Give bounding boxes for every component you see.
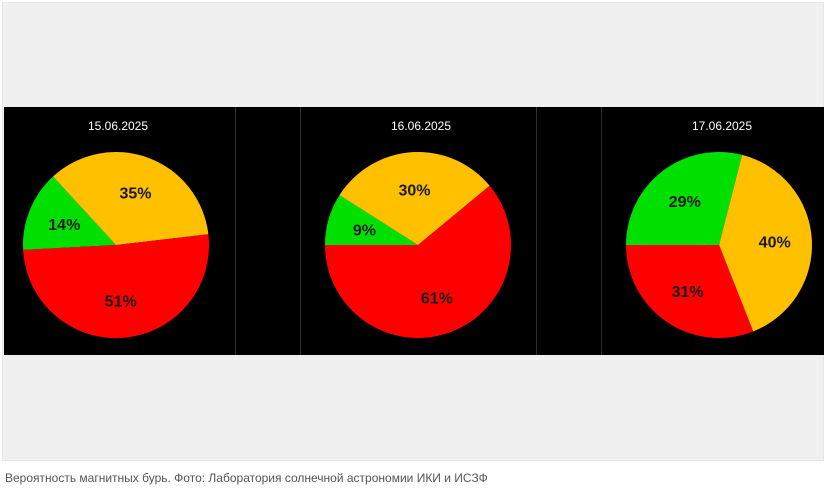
pie-panel-1: 15.06.2025 14% 35% 51% — [18, 107, 218, 355]
pie-chart-2: 9% 30% 61% — [325, 152, 511, 338]
pie-slice-label: 29% — [669, 194, 701, 211]
forecast-strip: 15.06.2025 14% 35% 51% 16.06.2025 9% 30% 61%… — [4, 107, 824, 355]
pie-slice-label: 40% — [759, 235, 791, 252]
pie-chart-3: 29% 40% 31% — [626, 151, 813, 339]
panel-divider — [601, 107, 602, 355]
pie-slice-label: 14% — [48, 217, 80, 234]
pie-chart-1: 14% 35% 51% — [23, 151, 210, 339]
pie-slice — [626, 245, 754, 339]
pie-slice-label: 51% — [105, 294, 137, 311]
pie-slice-label: 61% — [421, 291, 453, 308]
pie-slice — [626, 151, 743, 245]
pie-slice-label: 35% — [119, 186, 151, 203]
pie-slice — [325, 185, 511, 338]
pie-slice-label: 30% — [398, 182, 430, 199]
image-caption: Вероятность магнитных бурь. Фото: Лабора… — [5, 471, 488, 485]
pie-slice — [325, 195, 418, 245]
pie-slice — [339, 152, 490, 245]
pie-slice-label: 31% — [672, 284, 704, 301]
pie-slice — [53, 151, 209, 245]
pie-slice — [23, 234, 210, 339]
pie-slice — [719, 154, 813, 332]
panel-divider — [300, 107, 301, 355]
pie-title: 15.06.2025 — [87, 119, 149, 133]
pie-title: 17.06.2025 — [691, 119, 753, 133]
pie-panel-2: 16.06.2025 9% 30% 61% — [321, 107, 521, 355]
panel-divider — [235, 107, 236, 355]
pie-slice — [23, 176, 116, 250]
pie-slice-label: 9% — [353, 222, 376, 239]
pie-title: 16.06.2025 — [390, 119, 452, 133]
pie-panel-3: 17.06.2025 29% 40% 31% — [622, 107, 822, 355]
panel-divider — [536, 107, 537, 355]
